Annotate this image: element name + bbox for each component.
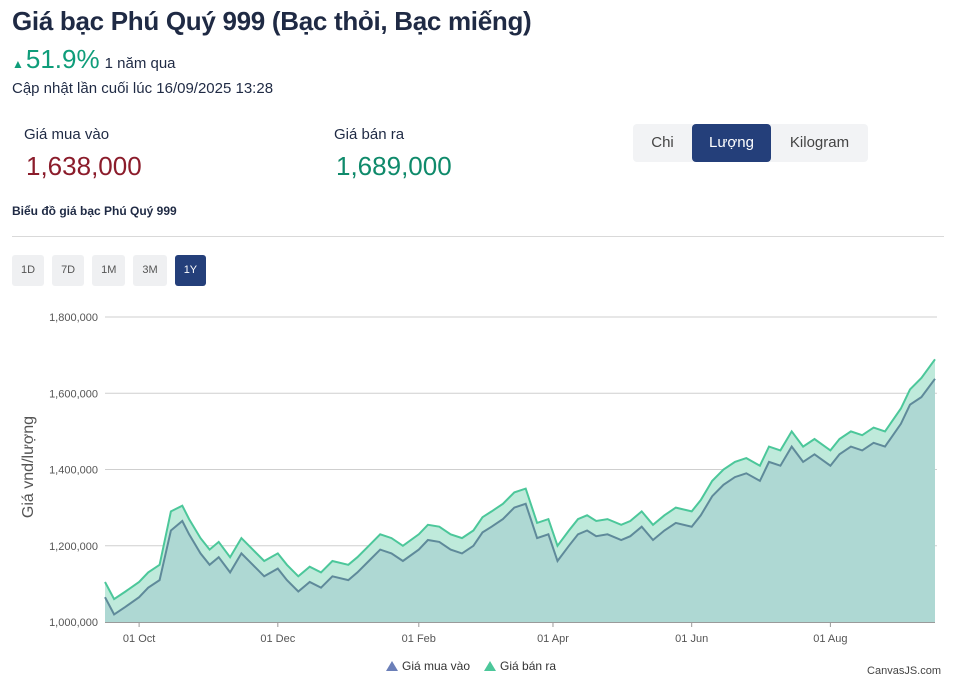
y-tick-label: 1,800,000 bbox=[49, 312, 98, 324]
change-period: 1 năm qua bbox=[104, 55, 176, 72]
trend-up-icon: ▲ bbox=[12, 57, 24, 71]
y-tick-label: 1,400,000 bbox=[49, 465, 98, 477]
x-tick-label: 01 Jun bbox=[675, 633, 708, 645]
legend-item-buy[interactable]: Giá mua vào bbox=[386, 659, 470, 673]
range-tab-3m[interactable]: 3M bbox=[133, 255, 167, 286]
last-updated: Cập nhật lần cuối lúc 16/09/2025 13:28 bbox=[12, 80, 274, 97]
buy-series-line bbox=[104, 378, 936, 616]
range-tab-1m[interactable]: 1M bbox=[92, 255, 126, 286]
sell-price-block: Giá bán ra 1,689,000 bbox=[334, 126, 452, 182]
chart-legend: Giá mua vào Giá bán ra bbox=[386, 659, 570, 673]
sell-series-line bbox=[104, 358, 936, 601]
tab-luong[interactable]: Lượng bbox=[692, 124, 771, 162]
x-tick-label: 01 Aug bbox=[813, 633, 847, 645]
y-tick-label: 1,600,000 bbox=[49, 388, 98, 400]
buy-price-value: 1,638,000 bbox=[26, 151, 142, 181]
legend-label-sell: Giá bán ra bbox=[500, 659, 557, 673]
range-tab-1y[interactable]: 1Y bbox=[174, 255, 207, 286]
chart-caption: Biểu đồ giá bạc Phú Quý 999 bbox=[12, 204, 177, 218]
range-tab-1d[interactable]: 1D bbox=[12, 255, 45, 286]
range-tabs: 1D 7D 1M 3M 1Y bbox=[12, 255, 214, 286]
x-tick-label: 01 Feb bbox=[402, 633, 436, 645]
x-tick-label: 01 Apr bbox=[537, 633, 569, 645]
y-tick-label: 1,000,000 bbox=[49, 617, 98, 629]
y-tick-label: 1,200,000 bbox=[49, 541, 98, 553]
triangle-icon bbox=[386, 661, 398, 671]
sell-price-value: 1,689,000 bbox=[336, 151, 452, 181]
legend-label-buy: Giá mua vào bbox=[402, 659, 471, 673]
buy-price-label: Giá mua vào bbox=[24, 126, 110, 143]
sell-price-label: Giá bán ra bbox=[334, 126, 405, 143]
x-tick-label: 01 Dec bbox=[260, 633, 295, 645]
tab-kilogram[interactable]: Kilogram bbox=[789, 134, 850, 151]
page-title: Giá bạc Phú Quý 999 (Bạc thỏi, Bạc miếng… bbox=[12, 6, 532, 36]
y-axis-title: Giá vnd/lượng bbox=[20, 416, 37, 518]
tab-chi[interactable]: Chi bbox=[651, 134, 674, 151]
chart-credits[interactable]: CanvasJS.com bbox=[867, 665, 941, 677]
axes: 1,000,000 1,200,000 1,400,000 1,600,000 1,80… bbox=[49, 312, 935, 645]
price-chart[interactable]: 1,000,000 1,200,000 1,400,000 1,600,000 1,80… bbox=[0, 295, 958, 655]
unit-tabs: Chi Lượng Kilogram bbox=[633, 124, 868, 162]
x-tick-label: 01 Oct bbox=[123, 633, 155, 645]
price-change: ▲ 51.9% 1 năm qua bbox=[12, 44, 176, 75]
change-percent: 51.9% bbox=[25, 44, 100, 74]
legend-item-sell[interactable]: Giá bán ra bbox=[484, 659, 556, 673]
buy-series-area bbox=[105, 378, 935, 622]
range-tab-7d[interactable]: 7D bbox=[52, 255, 85, 286]
buy-price-block: Giá mua vào 1,638,000 bbox=[24, 126, 142, 182]
triangle-icon bbox=[484, 661, 497, 671]
series-areas bbox=[104, 358, 936, 622]
divider bbox=[12, 236, 944, 237]
